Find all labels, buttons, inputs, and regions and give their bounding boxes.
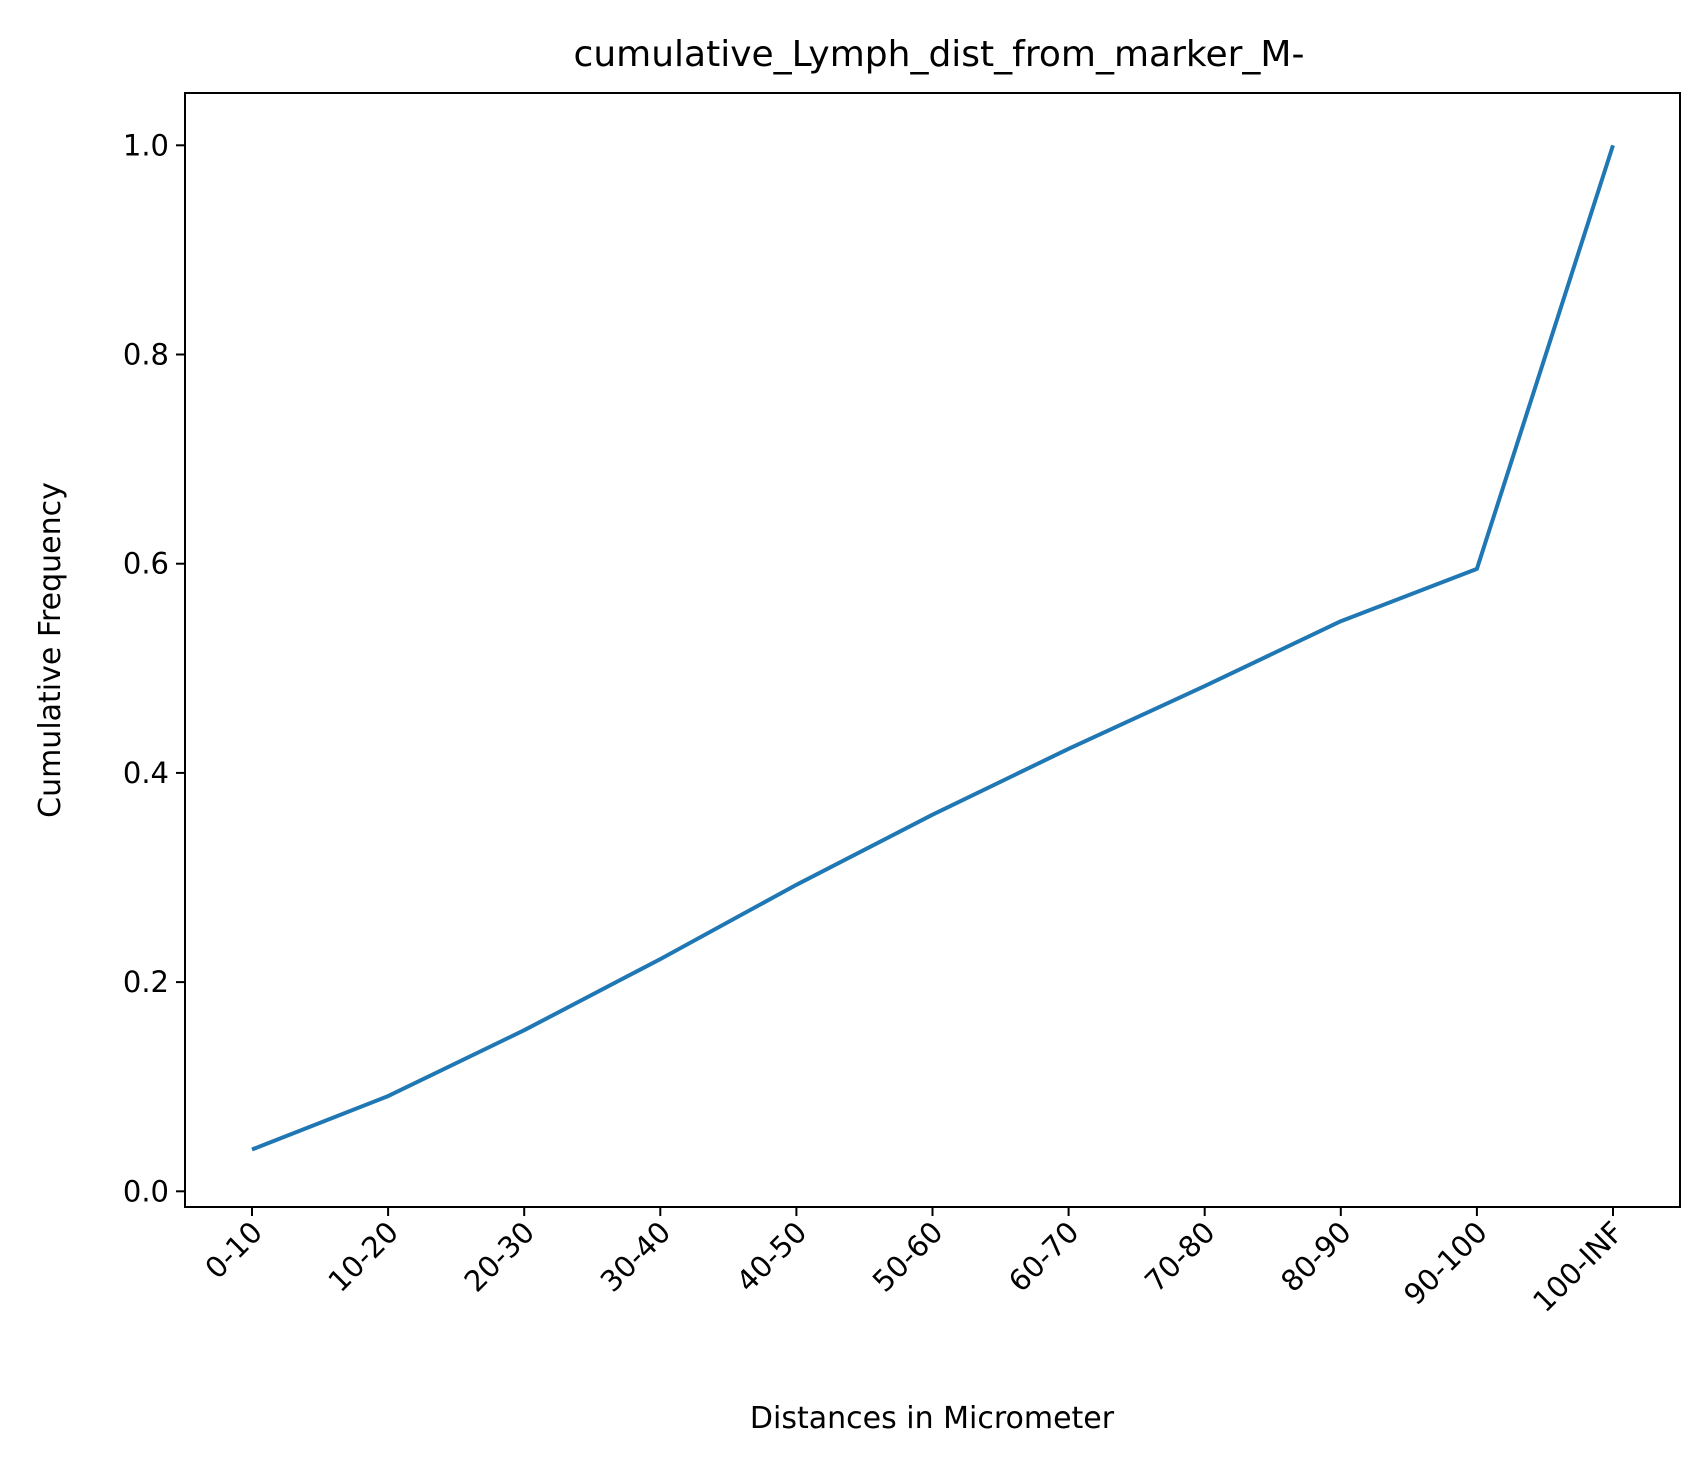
plot-frame bbox=[184, 92, 1681, 1208]
x-tick-label: 0-10 bbox=[198, 1215, 269, 1286]
x-tick-label: 90-100 bbox=[1397, 1215, 1494, 1312]
chart-title: cumulative_Lymph_dist_from_marker_M- bbox=[574, 34, 1305, 75]
y-tick-label: 0.4 bbox=[123, 756, 169, 790]
x-tick-label: 70-80 bbox=[1138, 1215, 1222, 1299]
x-tick-label: 30-40 bbox=[594, 1215, 678, 1299]
series-line bbox=[251, 144, 1615, 1152]
y-tick-label: 0.2 bbox=[123, 965, 169, 999]
y-tick-label: 0.0 bbox=[123, 1174, 169, 1208]
x-tick-label: 20-30 bbox=[458, 1215, 542, 1299]
x-tick-label: 10-20 bbox=[321, 1215, 405, 1299]
series-layer bbox=[251, 144, 1615, 1152]
x-tick-label: 50-60 bbox=[866, 1215, 950, 1299]
y-tick-label: 0.8 bbox=[123, 338, 169, 372]
y-tick-label: 0.6 bbox=[123, 547, 169, 581]
x-tick-label: 100-INF bbox=[1526, 1215, 1630, 1319]
x-axis-label: Distances in Micrometer bbox=[750, 1401, 1115, 1436]
x-tick-label: 80-90 bbox=[1274, 1215, 1358, 1299]
x-axis: 0-10 10-20 20-30 30-40 40-50 50-60 60-70 70-80 8… bbox=[198, 1207, 1630, 1319]
x-tick-label: 60-70 bbox=[1002, 1215, 1086, 1299]
x-tick-label: 40-50 bbox=[730, 1215, 814, 1299]
y-axis-label: Cumulative Frequency bbox=[33, 482, 68, 818]
y-tick-label: 1.0 bbox=[123, 128, 169, 162]
y-axis: 0.0 0.2 0.4 0.6 0.8 1.0 bbox=[123, 128, 185, 1208]
